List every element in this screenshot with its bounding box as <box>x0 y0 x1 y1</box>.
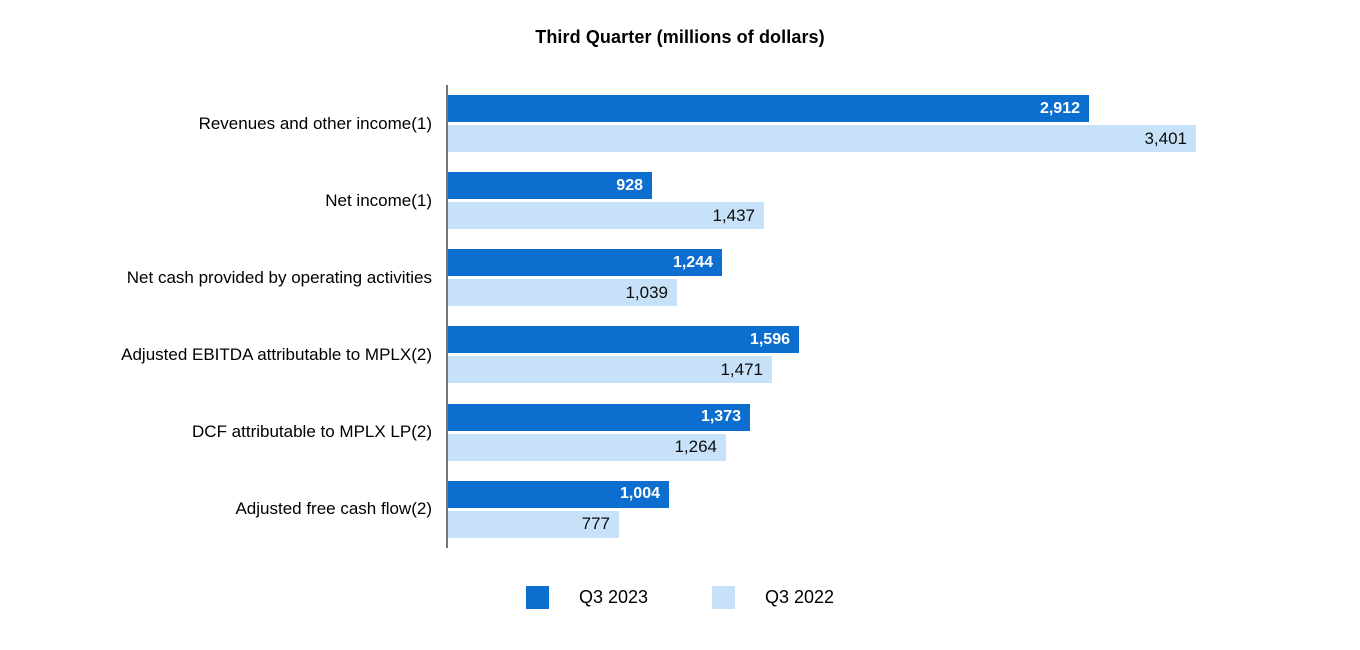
bar-value-label: 1,596 <box>749 330 790 348</box>
bar-value-label: 1,437 <box>712 205 755 225</box>
legend-item-q3-2022: Q3 2022 <box>712 586 834 609</box>
bar-q3-2022: 777 <box>448 510 619 538</box>
bar-value-label: 777 <box>581 514 610 534</box>
bar-q3-2022: 3,401 <box>448 125 1196 152</box>
bar-value-label: 1,244 <box>672 253 713 271</box>
legend: Q3 2023 Q3 2022 <box>0 586 1360 609</box>
bar-pair: 2,912 3,401 <box>448 95 1196 152</box>
bar-value-label: 1,004 <box>619 485 660 503</box>
bar-pair: 1,004 777 <box>448 480 669 538</box>
bar-value-label: 2,912 <box>1039 99 1080 117</box>
bar-group: Net income(1) 928 1,437 <box>0 162 1360 239</box>
legend-swatch-q3-2022-icon <box>712 586 735 609</box>
legend-label-q3-2023: Q3 2023 <box>578 587 648 607</box>
bar-group: Net cash provided by operating activitie… <box>0 239 1360 316</box>
y-axis-line <box>446 85 448 548</box>
legend-label-q3-2022: Q3 2022 <box>765 587 835 607</box>
bar-q3-2023: 1,004 <box>448 480 669 508</box>
bar-q3-2023: 928 <box>448 172 652 200</box>
bar-group: Revenues and other income(1) 2,912 3,401 <box>0 85 1360 162</box>
bar-value-label: 928 <box>616 176 643 194</box>
bar-groups: Revenues and other income(1) 2,912 3,401 Ne… <box>0 85 1360 548</box>
bar-q3-2023: 2,912 <box>448 95 1089 122</box>
category-label: Adjusted EBITDA attributable to MPLX(2) <box>121 345 432 365</box>
category-label: Adjusted free cash flow(2) <box>235 499 432 519</box>
bar-q3-2023: 1,373 <box>448 403 750 431</box>
bar-q3-2022: 1,039 <box>448 279 677 307</box>
category-label: Net cash provided by operating activitie… <box>126 267 432 287</box>
bar-q3-2022: 1,471 <box>448 356 772 384</box>
bar-value-label: 1,264 <box>674 437 717 457</box>
legend-item-q3-2023: Q3 2023 <box>525 586 648 609</box>
bar-pair: 928 1,437 <box>448 172 764 230</box>
bar-pair: 1,244 1,039 <box>448 249 722 307</box>
bar-value-label: 1,471 <box>720 359 763 379</box>
bar-pair: 1,596 1,471 <box>448 326 799 384</box>
bar-q3-2022: 1,437 <box>448 202 764 230</box>
bar-q3-2023: 1,596 <box>448 326 799 354</box>
category-label: Net income(1) <box>325 190 432 210</box>
bar-q3-2023: 1,244 <box>448 249 722 277</box>
bar-value-label: 1,373 <box>700 408 741 426</box>
bar-pair: 1,373 1,264 <box>448 403 750 461</box>
bar-value-label: 1,039 <box>625 282 668 302</box>
bar-value-label: 3,401 <box>1144 128 1187 148</box>
bar-group: Adjusted EBITDA attributable to MPLX(2) 1… <box>0 316 1360 393</box>
bar-group: Adjusted free cash flow(2) 1,004 777 <box>0 471 1360 548</box>
legend-swatch-q3-2023-icon <box>525 586 549 609</box>
category-label: DCF attributable to MPLX LP(2) <box>192 422 432 442</box>
plot-area: Revenues and other income(1) 2,912 3,401 Ne… <box>0 85 1360 548</box>
category-label: Revenues and other income(1) <box>198 113 432 133</box>
bar-q3-2022: 1,264 <box>448 433 726 461</box>
bar-group: DCF attributable to MPLX LP(2) 1,373 1,264 <box>0 394 1360 471</box>
chart-title: Third Quarter (millions of dollars) <box>535 27 825 47</box>
